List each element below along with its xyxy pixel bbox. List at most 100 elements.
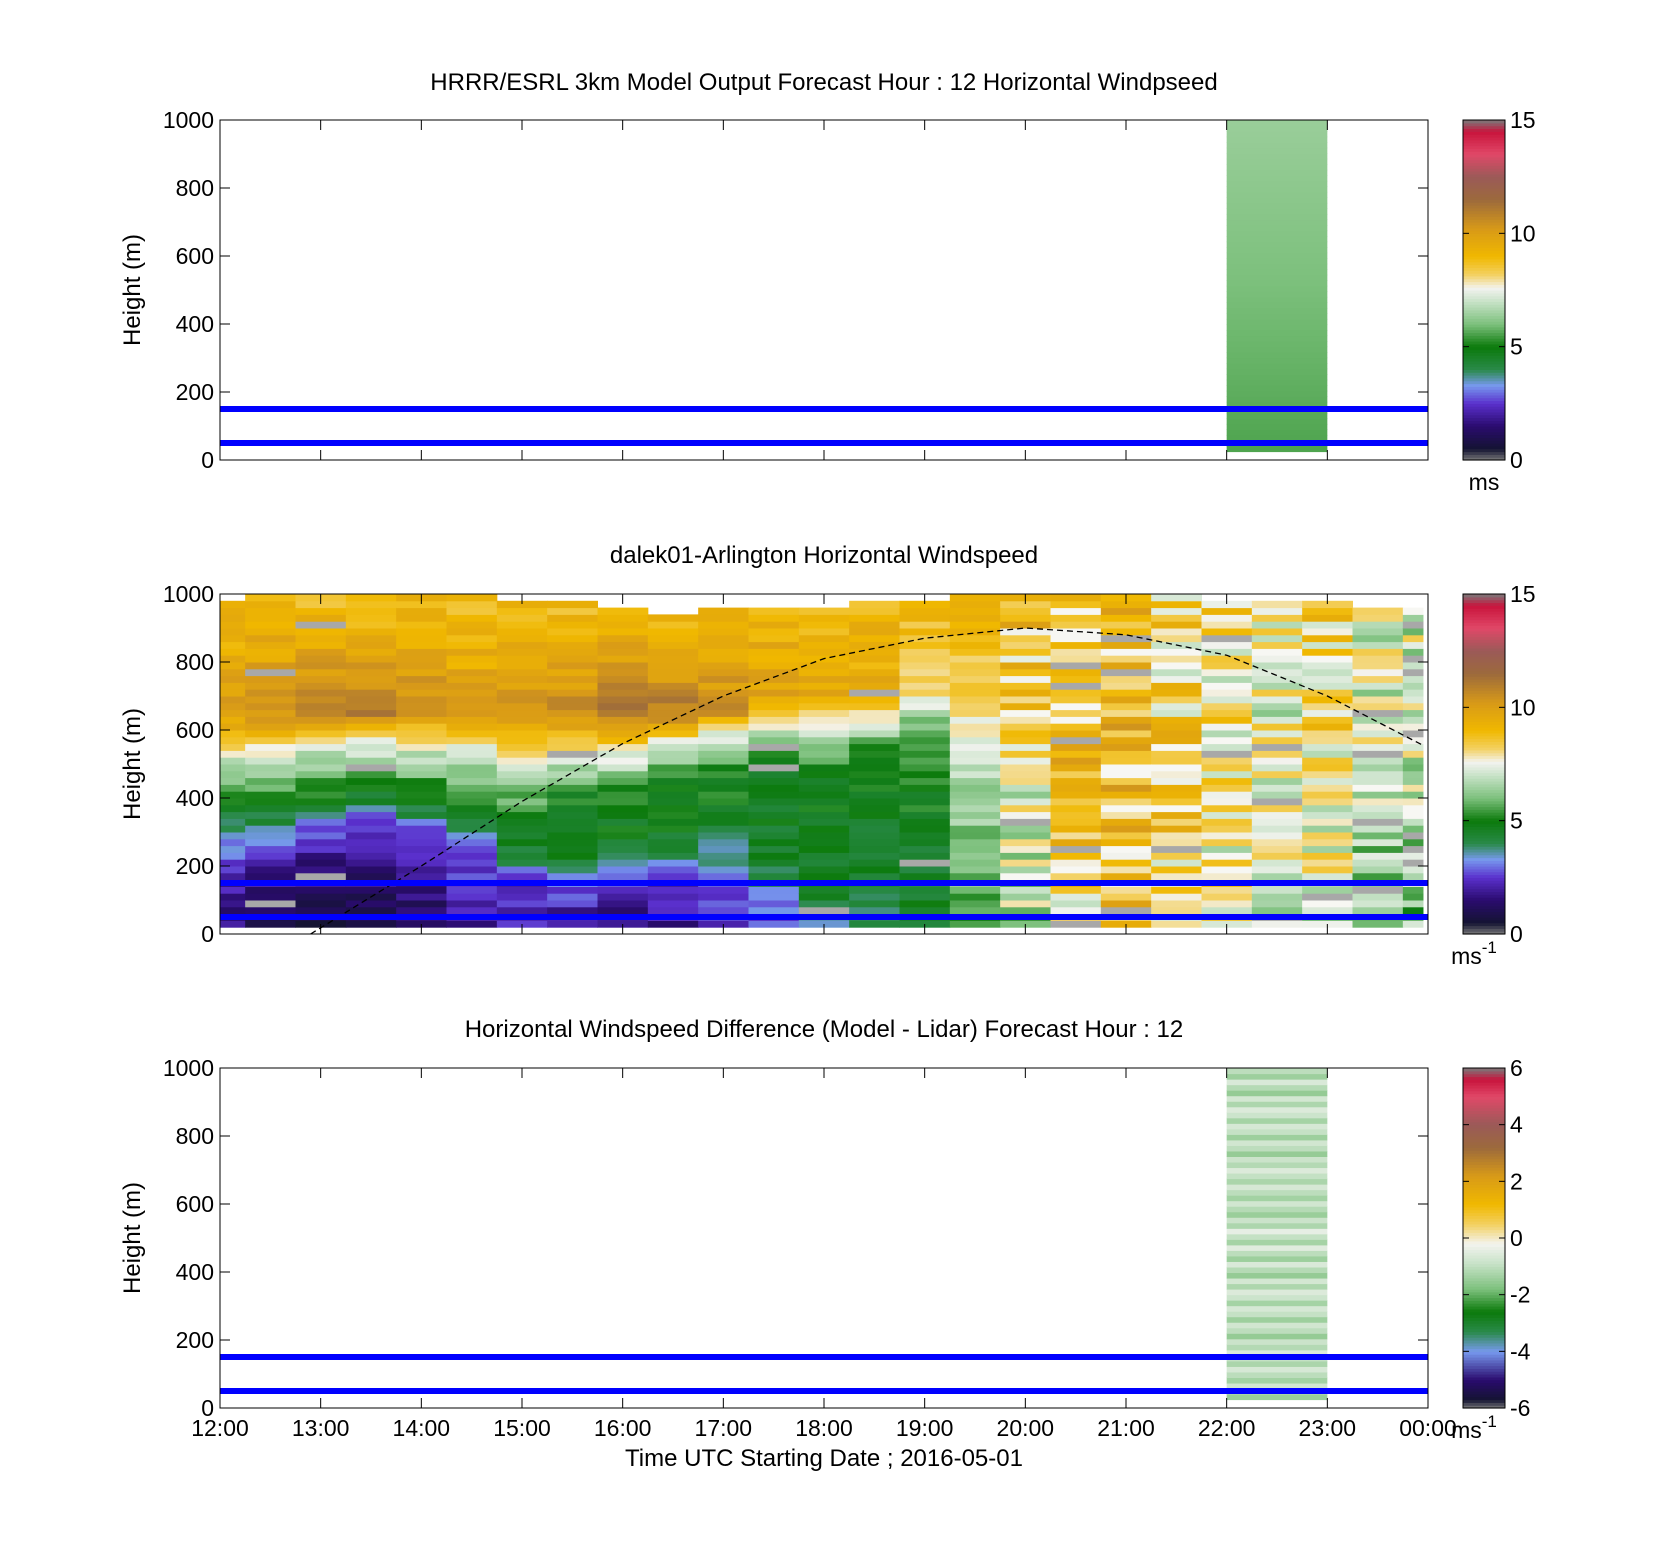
lidar-cell bbox=[849, 621, 900, 629]
lidar-cell bbox=[798, 709, 850, 717]
lidar-cell bbox=[1402, 662, 1424, 670]
lidar-cell bbox=[1151, 791, 1202, 799]
lidar-cell bbox=[849, 668, 900, 677]
lidar-cell bbox=[1100, 634, 1152, 643]
lidar-cell bbox=[899, 689, 951, 697]
lidar-cell bbox=[1050, 886, 1102, 894]
lidar-cell bbox=[446, 682, 498, 690]
lidar-cell bbox=[849, 818, 900, 826]
x-tick-label: 19:00 bbox=[896, 1415, 954, 1441]
lidar-cell bbox=[647, 682, 699, 690]
lidar-cell bbox=[798, 852, 850, 860]
lidar-cell bbox=[295, 750, 347, 758]
lidar-cell bbox=[949, 777, 1001, 785]
lidar-cell bbox=[798, 702, 850, 711]
colorbar-segment bbox=[1463, 747, 1505, 751]
lidar-cell bbox=[496, 607, 548, 615]
lidar-cell bbox=[1251, 757, 1303, 765]
lidar-cell bbox=[345, 764, 397, 772]
model-cell bbox=[1226, 1090, 1328, 1097]
lidar-cell bbox=[295, 866, 347, 874]
lidar-cell bbox=[220, 900, 246, 908]
colorbar-segment bbox=[1463, 1274, 1505, 1279]
colorbar-segment bbox=[1463, 457, 1505, 461]
lidar-cell bbox=[597, 906, 649, 915]
colorbar-segment bbox=[1463, 224, 1505, 229]
y-tick-label: 1000 bbox=[163, 107, 214, 133]
lidar-cell bbox=[446, 859, 498, 867]
model-cell bbox=[1226, 1366, 1328, 1373]
lidar-cell bbox=[798, 770, 850, 779]
colorbar-segment bbox=[1463, 608, 1505, 612]
lidar-cell bbox=[798, 641, 850, 649]
colorbar-segment bbox=[1463, 1178, 1505, 1182]
lidar-cell bbox=[1201, 872, 1253, 881]
model-cell bbox=[1226, 1250, 1328, 1257]
colorbar-tick-label: 5 bbox=[1510, 808, 1523, 834]
model-cell bbox=[1226, 368, 1328, 375]
lidar-cell bbox=[245, 906, 296, 915]
y-axis-label: Height (m) bbox=[119, 1182, 146, 1294]
lidar-cell bbox=[597, 784, 649, 792]
lidar-cell bbox=[849, 634, 900, 643]
lidar-cell bbox=[698, 675, 749, 683]
lidar-cell bbox=[1201, 634, 1253, 643]
model-cell bbox=[1226, 1272, 1328, 1279]
lidar-cell bbox=[597, 614, 649, 622]
lidar-cell bbox=[446, 798, 498, 806]
lidar-cell bbox=[647, 804, 699, 813]
colorbar-segment bbox=[1463, 1155, 1505, 1160]
colorbar-segment bbox=[1463, 1272, 1505, 1276]
lidar-cell bbox=[1151, 893, 1202, 901]
lidar-cell bbox=[220, 777, 246, 785]
lidar-cell bbox=[220, 832, 246, 840]
colorbar-segment bbox=[1463, 1280, 1505, 1284]
colorbar-segment bbox=[1463, 1359, 1505, 1364]
lidar-cell bbox=[446, 920, 498, 928]
colorbar-segment bbox=[1463, 1090, 1505, 1095]
colorbar-segment bbox=[1463, 594, 1505, 598]
lidar-cell bbox=[1100, 696, 1152, 704]
lidar-cell bbox=[748, 838, 800, 847]
lidar-cell bbox=[647, 838, 699, 847]
lidar-cell bbox=[547, 641, 598, 649]
lidar-cell bbox=[597, 770, 649, 779]
y-tick-label: 600 bbox=[176, 1191, 214, 1217]
lidar-cell bbox=[849, 900, 900, 908]
lidar-cell bbox=[446, 893, 498, 901]
lidar-cell bbox=[1100, 648, 1152, 656]
model-cell bbox=[1226, 1300, 1328, 1307]
lidar-cell bbox=[1402, 668, 1424, 677]
lidar-cell bbox=[798, 859, 850, 867]
lidar-cell bbox=[899, 634, 951, 643]
lidar-cell bbox=[647, 696, 699, 704]
colorbar-segment bbox=[1463, 1195, 1505, 1199]
lidar-cell bbox=[1000, 723, 1051, 731]
panel-difference: Horizontal Windspeed Difference (Model -… bbox=[119, 1016, 1531, 1472]
lidar-cell bbox=[698, 716, 749, 724]
model-cell bbox=[1226, 285, 1328, 292]
lidar-cell bbox=[1100, 736, 1152, 745]
colorbar-segment bbox=[1463, 1260, 1505, 1265]
lidar-cell bbox=[1251, 675, 1303, 683]
lidar-cell bbox=[597, 811, 649, 819]
lidar-cell bbox=[1100, 675, 1152, 683]
model-cell bbox=[1226, 153, 1328, 160]
lidar-cell bbox=[1151, 600, 1202, 609]
model-cell bbox=[1226, 186, 1328, 193]
colorbar-segment bbox=[1463, 919, 1505, 924]
lidar-cell bbox=[220, 655, 246, 663]
lidar-cell bbox=[446, 709, 498, 717]
lidar-cell bbox=[1151, 886, 1202, 894]
lidar-cell bbox=[849, 736, 900, 745]
lidar-cell bbox=[496, 689, 548, 697]
lidar-cell bbox=[597, 716, 649, 724]
lidar-cell bbox=[647, 784, 699, 792]
lidar-cell bbox=[1352, 607, 1404, 615]
lidar-cell bbox=[345, 845, 397, 853]
lidar-cell bbox=[295, 811, 347, 819]
lidar-cell bbox=[849, 859, 900, 867]
lidar-cell bbox=[1201, 716, 1253, 724]
colorbar-segment bbox=[1463, 1189, 1505, 1194]
x-tick-label: 20:00 bbox=[997, 1415, 1055, 1441]
